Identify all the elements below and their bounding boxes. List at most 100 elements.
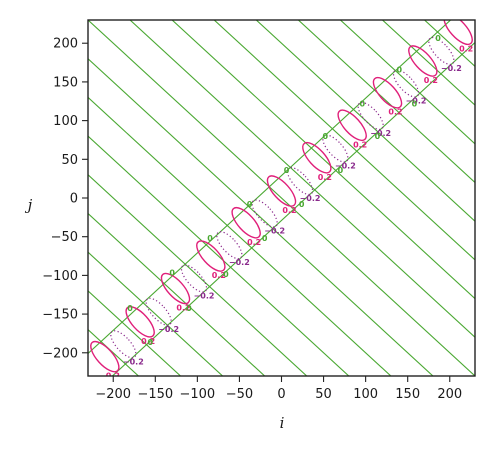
zero-contour-antidiagonal-line — [129, 20, 475, 339]
zero-contour-antidiagonal-line — [88, 328, 140, 376]
positive-contour-lobe — [443, 20, 473, 46]
zero-contour-antidiagonal-line — [171, 20, 475, 300]
negative-contour-lobe — [180, 264, 208, 293]
negative-contour-label: −0.2 — [335, 161, 356, 170]
zero-contour-label: 0 — [338, 166, 344, 175]
zero-contour-label: 0 — [127, 304, 133, 313]
negative-contour-lobe — [145, 297, 172, 326]
positive-contour-lobe — [302, 141, 332, 174]
zero-contour-antidiagonal-line — [339, 20, 475, 145]
zero-contour-antidiagonal-line — [423, 20, 475, 68]
x-tick-label: −50 — [226, 387, 253, 402]
x-tick-label: −100 — [180, 387, 216, 402]
x-tick-label: 200 — [437, 387, 462, 402]
negative-contour-label: −0.2 — [300, 194, 321, 203]
negative-contour-lobe — [286, 166, 314, 196]
negative-contour-lobe — [357, 101, 384, 131]
zero-contour-antidiagonal-line — [88, 96, 392, 376]
negative-contour-label: −0.2 — [194, 291, 215, 300]
y-axis: −200 −150 −100 −50 0 50 100 150 200 — [42, 37, 88, 361]
negative-contour-label: −0.2 — [158, 325, 179, 334]
zero-contour-label: 0 — [284, 166, 290, 175]
positive-contour-lobe — [231, 206, 261, 239]
zero-contour-label: 0 — [147, 338, 153, 347]
positive-contour-label: 0.2 — [459, 44, 473, 53]
x-tick-label: 50 — [315, 387, 332, 402]
zero-contour-label: 0 — [169, 268, 175, 277]
y-tick-label: −100 — [42, 269, 78, 284]
negative-contour-label: −0.2 — [370, 129, 391, 138]
y-tick-label: 50 — [61, 153, 78, 168]
positive-contour-lobe — [372, 76, 403, 109]
positive-contour-lobe — [408, 45, 438, 77]
zero-contour-antidiagonal-line — [88, 20, 475, 376]
zero-contour-antidiagonal-line — [88, 290, 182, 376]
negative-contour-label: −0.2 — [441, 64, 462, 73]
negative-contour-lobe — [216, 231, 243, 260]
negative-contour-lobe — [392, 69, 420, 98]
zero-contour-antidiagonal-line — [88, 135, 350, 376]
y-tick-label: 150 — [53, 75, 78, 90]
x-axis-label: i — [280, 414, 285, 432]
zero-contour-antidiagonal-line — [88, 251, 224, 376]
x-tick-label: −200 — [95, 387, 131, 402]
zero-contour-label: 0 — [396, 66, 402, 75]
x-tick-label: 0 — [277, 387, 285, 402]
zero-contour-diagonal-line — [88, 20, 452, 355]
positive-contour-label: 0.2 — [212, 271, 226, 280]
zero-contour-label: 0 — [186, 304, 192, 313]
positive-contour-label: 0.2 — [141, 337, 155, 346]
y-tick-label: 100 — [53, 114, 78, 129]
contour-labels: 0.20.20.20.20.20.20.20.20.20.20.2−0.2−0.… — [106, 34, 474, 381]
zero-contour-label: 0 — [262, 234, 268, 243]
zero-contour-label: 0 — [412, 100, 418, 109]
positive-contour-label: 0.2 — [353, 140, 367, 149]
x-tick-label: 100 — [353, 387, 378, 402]
negative-contour-lobe — [251, 199, 278, 228]
y-tick-label: 0 — [70, 192, 78, 207]
negative-contour-label: −0.2 — [229, 258, 250, 267]
positive-contour-label: 0.2 — [388, 108, 402, 117]
positive-contour-lobe — [160, 272, 191, 305]
positive-contour-label: 0.2 — [247, 238, 261, 247]
positive-contour-label: 0.2 — [282, 206, 296, 215]
positive-contour-lobe — [196, 240, 226, 272]
x-tick-label: −150 — [137, 387, 173, 402]
y-tick-label: −200 — [42, 346, 78, 361]
y-tick-label: −150 — [42, 308, 78, 323]
positive-contour-lobe — [337, 109, 367, 142]
negative-contour-label: −0.2 — [123, 357, 144, 366]
positive-contour-label: 0.2 — [176, 304, 190, 313]
zero-contour-antidiagonal-line — [88, 212, 266, 376]
zero-contour-antidiagonal-line — [255, 20, 475, 222]
zero-contour-label: 0 — [375, 132, 381, 141]
zero-contour-label: 0 — [322, 132, 328, 141]
positive-contour-lobe — [90, 340, 120, 373]
negative-contour-label: −0.2 — [406, 96, 427, 105]
x-axis: −200 −150 −100 −50 0 50 100 150 200 — [95, 376, 462, 402]
positive-contour-lobe — [266, 175, 297, 207]
zero-contour-label: 0 — [359, 100, 365, 109]
positive-contour-label: 0.2 — [106, 372, 120, 381]
negative-contour-lobe — [110, 330, 137, 359]
zero-contour-label: 0 — [247, 200, 253, 209]
positive-contour-label: 0.2 — [318, 173, 332, 182]
zero-contour-label: 0 — [207, 234, 213, 243]
zero-contour-antidiagonal-line — [381, 20, 475, 106]
negative-contour-label: −0.2 — [264, 226, 285, 235]
zero-contour-label: 0 — [435, 34, 441, 43]
y-axis-label: j — [25, 196, 33, 214]
zero-contour-antidiagonal-line — [297, 20, 475, 184]
y-tick-label: 200 — [53, 37, 78, 52]
zero-contour-label: 0 — [299, 200, 305, 209]
negative-contour-lobe — [428, 36, 455, 66]
y-tick-label: −50 — [51, 230, 78, 245]
zero-contour-antidiagonal-line — [213, 20, 475, 261]
negative-contour-lobe — [322, 134, 349, 163]
positive-contour-label: 0.2 — [424, 76, 438, 85]
positive-contour-lobe — [125, 306, 155, 338]
